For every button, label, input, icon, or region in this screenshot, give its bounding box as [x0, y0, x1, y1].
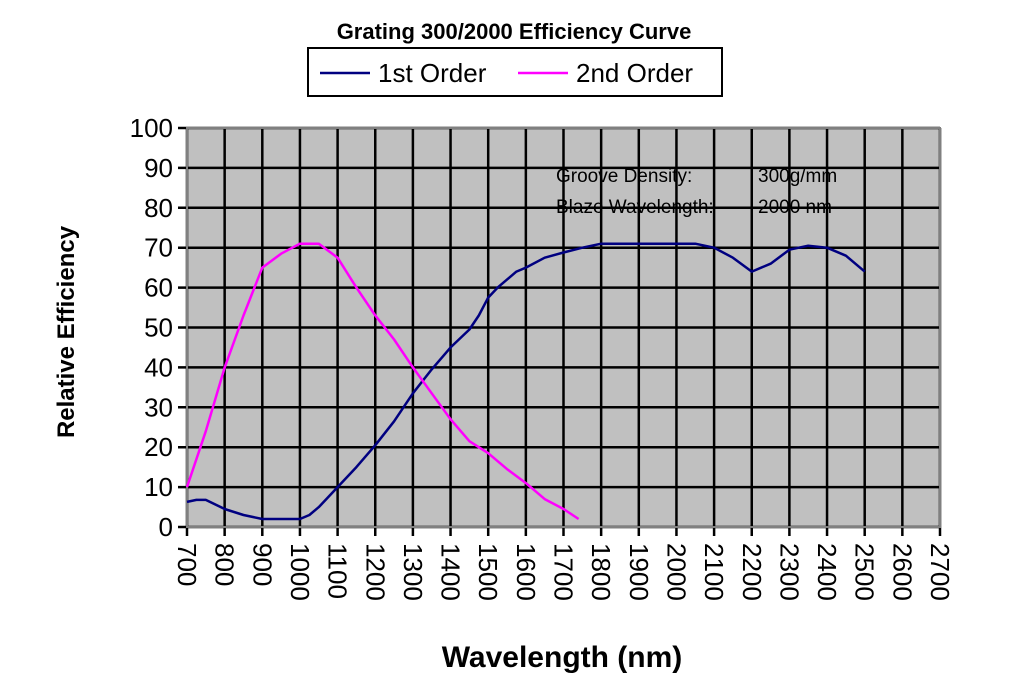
- x-axis-title: Wavelength (nm): [442, 641, 683, 674]
- x-tick-label: 1100: [323, 543, 353, 599]
- y-tick-label: 30: [144, 392, 173, 422]
- legend-box: [307, 47, 723, 97]
- y-tick-label: 90: [144, 153, 173, 183]
- x-tick-label: 900: [247, 543, 277, 586]
- y-tick-label: 0: [159, 512, 173, 542]
- y-tick-label: 70: [144, 233, 173, 263]
- annotation-blaze-wavelength-value: 2000 nm: [758, 197, 832, 218]
- chart-title: Grating 300/2000 Efficiency Curve: [337, 19, 692, 44]
- y-tick-label: 10: [144, 472, 173, 502]
- x-tick-label: 800: [210, 543, 240, 586]
- plot-border: [186, 127, 941, 528]
- y-tick-labels: 0 10 20 30 40 50 60 70 80 90 100: [130, 113, 173, 542]
- x-tick-label: 1300: [398, 543, 428, 601]
- x-tick-label: 1600: [511, 543, 541, 601]
- x-tick-label: 2300: [774, 543, 804, 601]
- series-lines: [185, 242, 866, 521]
- x-tick-label: 2400: [812, 543, 842, 601]
- x-tick-label: 1500: [473, 543, 503, 601]
- series-line-2nd-order: [185, 242, 580, 521]
- x-tick-label: 1400: [436, 543, 466, 601]
- y-tick-label: 40: [144, 352, 173, 382]
- y-tick-label: 50: [144, 313, 173, 343]
- x-tick-label: 2000: [661, 543, 691, 601]
- x-tick-label: 700: [172, 543, 202, 586]
- y-axis-title: Relative Efficiency: [53, 225, 80, 438]
- x-tick-label: 1000: [285, 543, 315, 601]
- y-tick-label: 60: [144, 273, 173, 303]
- y-tick-label: 80: [144, 193, 173, 223]
- gridlines: [178, 126, 942, 536]
- x-tick-label: 1800: [586, 543, 616, 601]
- x-tick-label: 2200: [737, 543, 767, 601]
- annotation-groove-density-label: Groove Density:: [556, 166, 692, 187]
- x-tick-label: 2500: [850, 543, 880, 601]
- annotation: Groove Density: 300g/mm Blaze Wavelength…: [556, 166, 837, 218]
- x-tick-label: 2600: [887, 543, 917, 601]
- x-tick-labels: 700 800 900 1000 1100 1200 1300 1400 1500 1600 170…: [172, 543, 955, 601]
- x-tick-label: 1200: [360, 543, 390, 601]
- legend-label-2nd-order: 2nd Order: [576, 58, 693, 88]
- x-tick-label: 1900: [624, 543, 654, 601]
- annotation-blaze-wavelength-label: Blaze Wavelength:: [556, 197, 714, 218]
- legend-label-1st-order: 1st Order: [378, 58, 487, 88]
- y-tick-label: 20: [144, 432, 173, 462]
- x-tick-label: 2100: [699, 543, 729, 601]
- series-line-1st-order: [186, 242, 866, 521]
- x-tick-label: 2700: [925, 543, 955, 601]
- x-tick-label: 1700: [549, 543, 579, 601]
- y-tick-label: 100: [130, 113, 173, 143]
- legend: 1st Order 2nd Order: [307, 47, 723, 97]
- annotation-groove-density-value: 300g/mm: [758, 166, 837, 187]
